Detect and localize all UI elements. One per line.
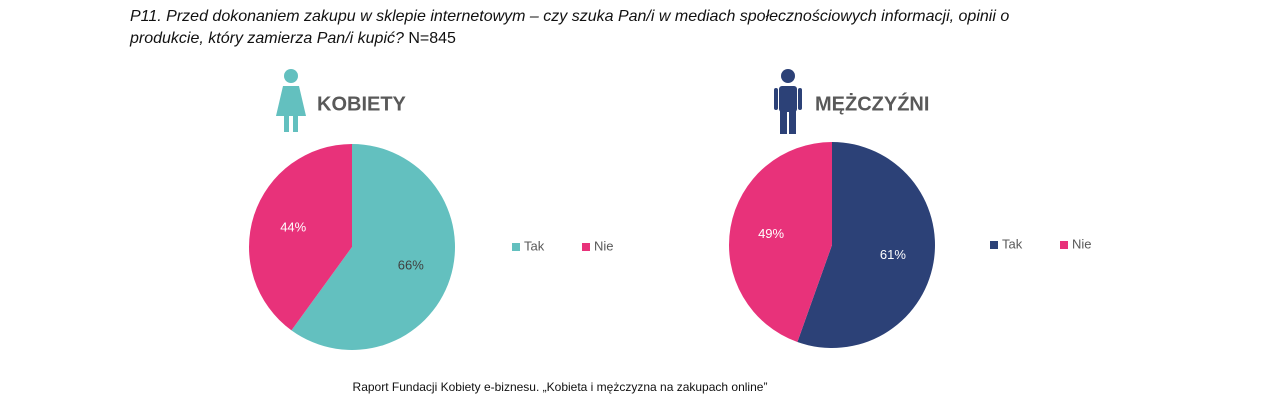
pie-slice — [291, 144, 456, 350]
woman-icon — [276, 69, 306, 132]
sample-size: N=845 — [408, 30, 456, 47]
source: Raport Fundacji Kobiety e-biznesu. „Kobi… — [353, 380, 768, 394]
data-label: 66% — [398, 258, 424, 273]
man-icon — [774, 69, 802, 134]
pie-slice — [728, 142, 832, 343]
data-label: 44% — [280, 219, 306, 234]
chart-title: KOBIETY — [317, 93, 407, 115]
legend-swatch — [990, 241, 998, 249]
legend-label: Tak — [524, 238, 545, 253]
legend-label: Nie — [594, 238, 614, 253]
legend-swatch — [582, 243, 590, 251]
chart-title: MĘŻCZYŹNI — [815, 92, 929, 115]
legend-swatch — [1060, 241, 1068, 249]
title: P11. Przed dokonaniem zakupu w sklepie i… — [130, 6, 1030, 50]
question: P11. Przed dokonaniem zakupu w sklepie i… — [130, 8, 1010, 47]
legend-label: Nie — [1072, 236, 1092, 251]
legend-label: Tak — [1002, 236, 1023, 251]
data-label: 49% — [758, 226, 784, 241]
pie-slice — [797, 142, 935, 348]
legend-swatch — [512, 243, 520, 251]
data-label: 61% — [880, 247, 906, 262]
pie-slice — [249, 144, 352, 331]
